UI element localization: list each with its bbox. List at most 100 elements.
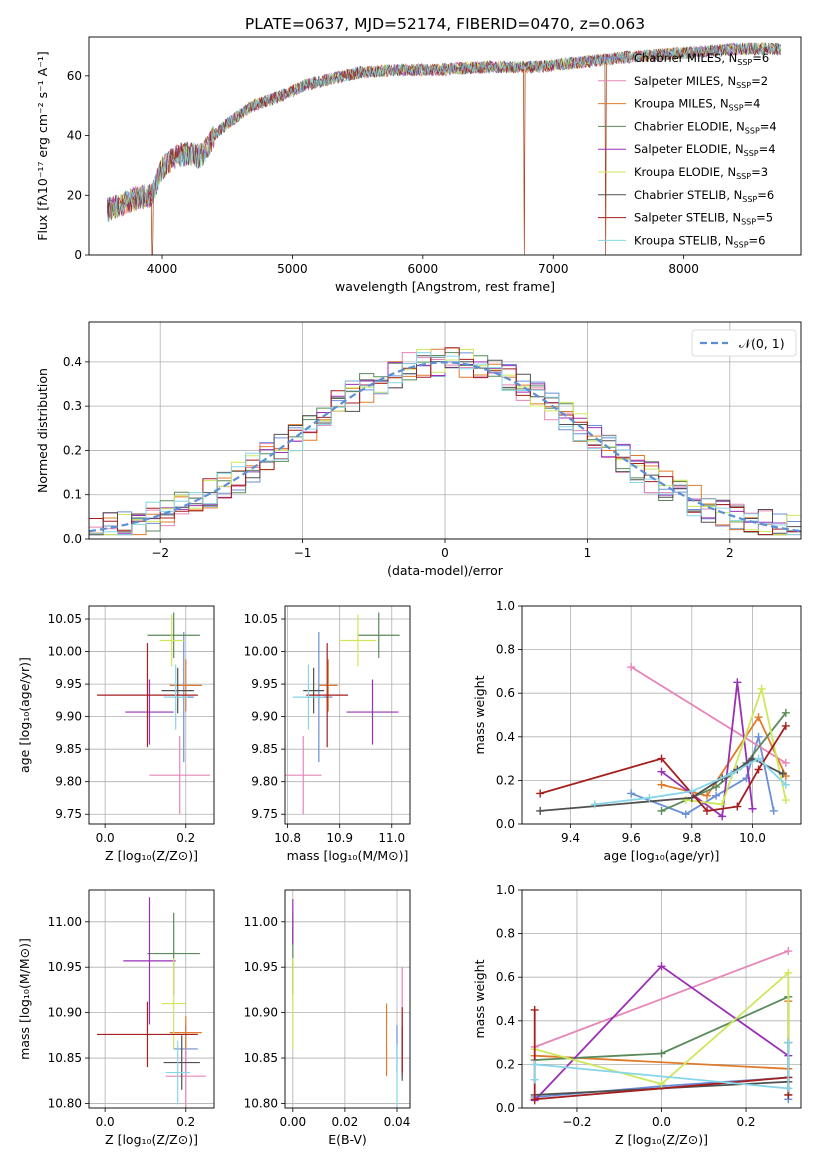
legend-label-sub: SSP (736, 172, 751, 181)
weight_vs_age-series-marker (687, 787, 696, 796)
weight_vs_age-series-marker (754, 754, 763, 763)
weight_vs_age-ytick-label: 0.4 (496, 730, 515, 744)
weight_vs_age-series-marker (781, 721, 790, 730)
mass_vs_ebv-frame (284, 889, 411, 1109)
age_vs_Z-xlabel: Z [log₁₀(Z/Z⊙)] (105, 848, 198, 863)
weight_vs_age-axes: 9.4 9.6 9.8 10.0 0.0 0.2 0.4 0.6 0.8 1.0 (496, 599, 801, 845)
weight_vs_Z-xtick-label: −0.2 (562, 1115, 591, 1129)
age_vs_mass-ytick-label: 10.00 (244, 645, 278, 659)
legend-label-text: Chabrier MILES, N (634, 51, 737, 65)
residuals-histograms (88, 347, 802, 536)
weight_vs_age-series-marker (657, 754, 666, 763)
residual-hist-kroupa-stelib (89, 352, 801, 536)
legend-label-text: Kroupa STELIB, N (634, 233, 734, 247)
weight_vs_age-xlabel: age [log₁₀(age/yr)] (604, 848, 720, 863)
age_vs_Z-ytick-label: 9.85 (55, 742, 82, 756)
weight_vs_Z-ytick-label: 0.6 (496, 970, 515, 984)
weight_vs_Z-series-line (534, 970, 790, 1089)
weight_vs_Z-series-marker (530, 1005, 539, 1014)
age_vs_Z-axes: 0.0 0.2 9.75 9.80 9.85 9.90 9.95 10.00 10.05 (48, 606, 214, 845)
spectrum-xlabel: wavelength [Angstrom, rest frame] (335, 279, 555, 294)
residuals-ytick-label: 0.3 (63, 399, 82, 413)
age_vs_Z-ytick-label: 9.80 (55, 775, 82, 789)
residuals-ylabel: Normed distribution (35, 368, 50, 493)
weight_vs_age-series-marker (657, 806, 666, 815)
weight_vs_age-series-marker (769, 806, 778, 815)
weight_vs_age-series-marker (702, 806, 711, 815)
weight_vs_age-series-marker (645, 793, 654, 802)
age_vs_mass-xtick-label: 11.0 (378, 831, 405, 845)
legend-label-sub: SSP (737, 58, 752, 67)
mass_vs_Z-ytick-label: 10.85 (48, 1051, 82, 1065)
age_vs_Z-ytick-label: 9.75 (55, 807, 82, 821)
legend-label-text: Salpeter ELODIE, N (634, 142, 744, 156)
weight_vs_Z-frame (521, 889, 802, 1109)
weight_vs_Z-series-line (533, 1042, 790, 1090)
legend-label-text: Kroupa MILES, N (634, 97, 729, 111)
mass_vs_ebv-ytick-label: 10.85 (244, 1051, 278, 1065)
mass_vs_Z-ytick-label: 11.00 (48, 915, 82, 929)
age_vs_mass-axes: 10.8 10.9 11.0 9.75 9.80 9.85 9.90 9.95 10.00 10.… (244, 606, 410, 845)
weight_vs_age-series-marker (536, 806, 545, 815)
weight_vs_age-ytick-label: 0.8 (496, 643, 515, 657)
residuals-frame (88, 321, 802, 540)
weight_vs_age-series-marker (733, 678, 742, 687)
weight_vs_age-series-line (630, 736, 775, 816)
mass_vs_ebv-axes: 0.00 0.02 0.04 10.80 10.85 10.90 10.95 11.00 (244, 890, 410, 1129)
spectrum-ytick-label: 60 (67, 69, 82, 83)
residuals-xlabel: (data-model)/error (387, 563, 504, 578)
weight_vs_age-ytick-label: 0.0 (496, 817, 515, 831)
residuals-ytick-label: 0.1 (63, 488, 82, 502)
mass_vs_Z-ytick-label: 10.80 (48, 1096, 82, 1110)
weight_vs_Z-ylabel: mass weight (472, 959, 487, 1038)
weight_vs_age-series-marker (757, 684, 766, 693)
mass_vs_Z-ytick-label: 10.95 (48, 960, 82, 974)
age_vs_mass-errorbars (285, 612, 400, 815)
weight_vs_Z-series-marker (657, 1080, 666, 1089)
mass_vs_Z-axes: 0.0 0.2 10.80 10.85 10.90 10.95 11.00 (48, 890, 214, 1129)
legend-label-sub: SSP (729, 104, 744, 113)
weight_vs_age-series-marker (781, 758, 790, 767)
weight_vs_age-series-marker (702, 791, 711, 800)
weight_vs_Z-series-marker (530, 1075, 539, 1084)
figure-title: PLATE=0637, MJD=52174, FIBERID=0470, z=0… (245, 15, 645, 33)
weight_vs_age-series-marker (712, 791, 721, 800)
weight_vs_Z-series-marker (657, 1049, 666, 1058)
weight_vs_age-series-marker (781, 796, 790, 805)
age_vs_Z-errorbars (97, 612, 210, 815)
spectrum-xtick-label: 7000 (538, 262, 569, 276)
spectrum-xtick-label: 4000 (147, 262, 178, 276)
weight_vs_age-ytick-label: 1.0 (496, 599, 515, 613)
mass_vs_Z-xlabel: Z [log₁₀(Z/Z⊙)] (105, 1132, 198, 1147)
weight_vs_age-series-marker (727, 769, 736, 778)
residuals-xtick-label: 1 (584, 546, 592, 560)
legend-label: Chabrier ELODIE, NSSP=4 (634, 119, 777, 135)
spectrum-series-group (107, 41, 782, 256)
weight_vs_Z-series-marker (784, 1038, 793, 1047)
weight_vs_Z-series-marker (530, 1060, 539, 1069)
spectrum-ytick-label: 40 (67, 129, 82, 143)
mass_vs_Z-errorbars (97, 897, 206, 1108)
residuals-xtick-label: −1 (294, 546, 312, 560)
weight_vs_age-series-marker (627, 663, 636, 672)
legend-label: Kroupa STELIB, NSSP=6 (634, 233, 765, 249)
spectrum-ytick-label: 0 (74, 248, 82, 262)
weight_vs_Z-series-marker (657, 962, 666, 971)
weight_vs_age-series-marker (754, 713, 763, 722)
residual-legend-label: 𝒩(0, 1) (739, 336, 785, 351)
normal-curve (88, 361, 802, 533)
legend-label-sub: SSP (734, 240, 749, 249)
spectrum-xtick-label: 8000 (668, 262, 699, 276)
residual-hist-salpeter-stelib (89, 347, 801, 536)
legend-label-sub: SSP (745, 126, 760, 135)
weight_vs_age-series-marker (718, 800, 727, 809)
mass_vs_ebv-errorbars (292, 899, 403, 1108)
legend-label-sub: SSP (741, 218, 756, 227)
legend-label-text: Chabrier ELODIE, N (634, 119, 745, 133)
weight_vs_age-xtick-label: 9.4 (561, 831, 580, 845)
mass_vs_ebv-ytick-label: 11.00 (244, 915, 278, 929)
age_vs_mass-ytick-label: 9.90 (251, 710, 278, 724)
weight_vs_age-series-marker (681, 810, 690, 819)
weight_vs_age-xtick-label: 9.8 (682, 831, 701, 845)
weight_vs_age-series-marker (754, 765, 763, 774)
